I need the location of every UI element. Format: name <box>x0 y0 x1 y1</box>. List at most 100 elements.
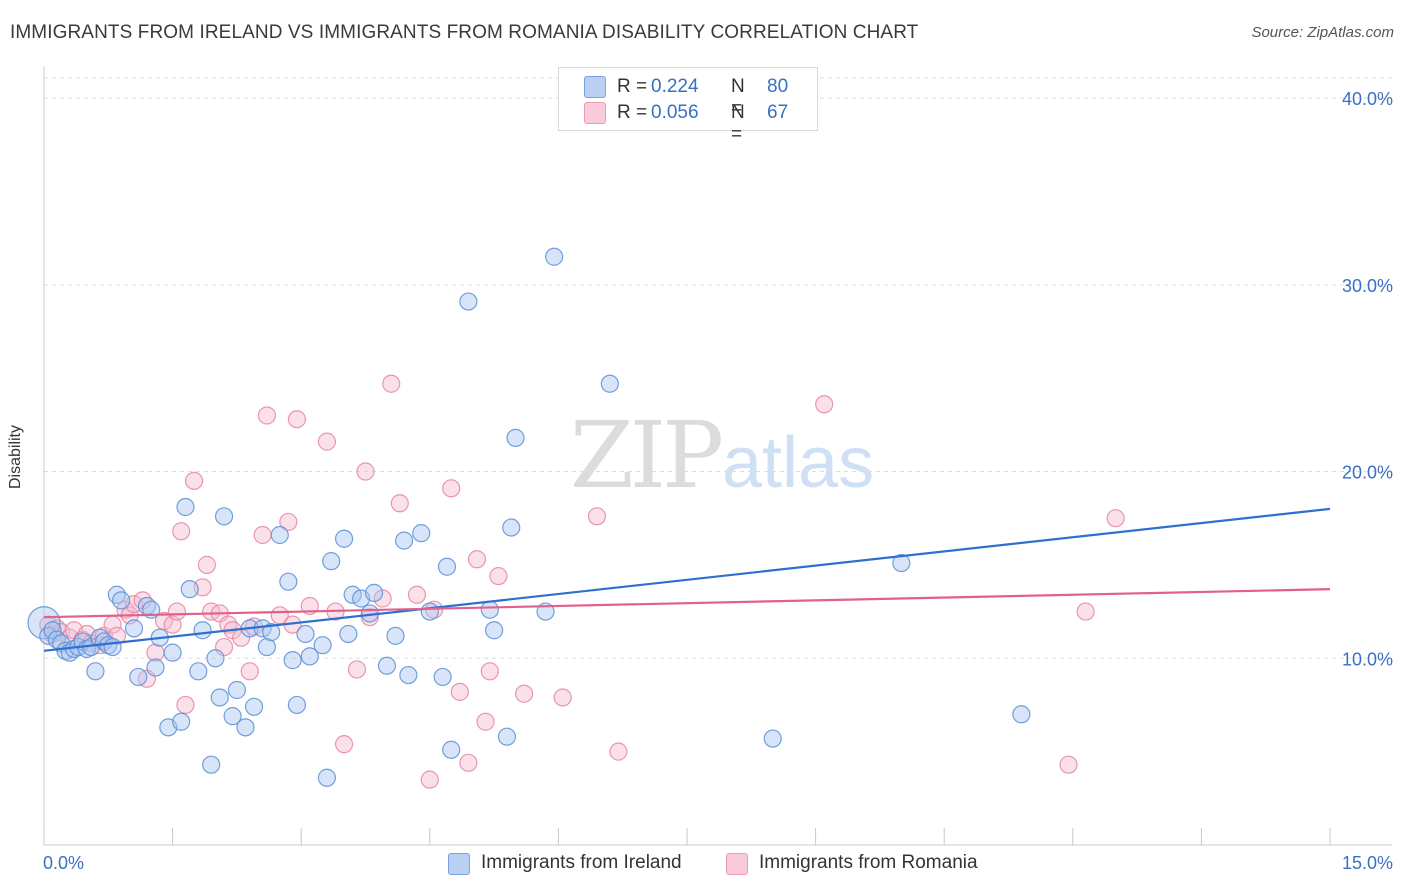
ireland-point <box>180 580 199 599</box>
ireland-point <box>394 531 414 550</box>
ireland-point <box>124 619 144 638</box>
romania-point <box>553 688 572 707</box>
ireland-point <box>210 688 229 707</box>
ireland-swatch <box>448 853 470 875</box>
romania-point <box>420 770 439 789</box>
ireland-point <box>112 591 131 610</box>
ireland-point <box>334 529 354 548</box>
ireland-point <box>420 602 439 621</box>
ireland-point <box>364 583 384 602</box>
r-label: R = <box>617 102 648 123</box>
romania-point <box>356 462 375 481</box>
romania-swatch <box>726 853 748 875</box>
ireland-point <box>189 662 208 681</box>
ireland-point <box>317 768 337 787</box>
romania-swatch <box>584 102 606 124</box>
romania-point <box>480 662 499 681</box>
ireland-trend-line <box>43 507 1331 652</box>
romania-point <box>257 406 277 425</box>
romania-point <box>279 512 298 532</box>
romania-point <box>1059 755 1078 774</box>
ireland-point <box>244 697 264 716</box>
ireland-point <box>600 374 619 393</box>
ireland-point <box>377 656 397 675</box>
romania-point <box>467 550 487 569</box>
romania-point <box>253 525 272 545</box>
ireland-point <box>43 621 62 640</box>
ireland-point <box>296 624 315 644</box>
series-legend: Immigrants from Ireland Immigrants from … <box>0 851 1406 877</box>
y-tick-label: 20.0% <box>1342 463 1393 483</box>
romania-point <box>587 507 607 526</box>
romania-point <box>240 662 259 681</box>
ireland-point <box>300 647 319 666</box>
romania-trend-line <box>43 588 1331 619</box>
romania-point <box>287 410 307 429</box>
ireland-point <box>163 643 182 662</box>
ireland-point <box>399 665 418 685</box>
ireland-point <box>485 621 504 640</box>
source-label: Source: ZipAtlas.com <box>1251 24 1394 41</box>
legend-label-ireland: Immigrants from Ireland <box>481 852 682 873</box>
ireland-point <box>257 637 277 657</box>
ireland-point <box>283 651 302 670</box>
romania-point <box>390 494 409 513</box>
n-label: N = <box>731 102 745 145</box>
ireland-point <box>223 707 242 726</box>
x-tick-label: 15.0% <box>1342 853 1393 873</box>
ireland-point <box>1012 705 1031 724</box>
legend-label-romania: Immigrants from Romania <box>759 852 978 873</box>
romania-point <box>450 682 469 701</box>
r-value: 0.056 <box>651 102 699 123</box>
x-tick-label: 0.0% <box>43 853 84 873</box>
y-tick-label: 10.0% <box>1342 649 1393 669</box>
romania-point <box>442 479 461 498</box>
romania-point <box>489 566 508 586</box>
ireland-point <box>437 557 457 576</box>
gridlines <box>44 77 1392 659</box>
ireland-point <box>506 428 525 447</box>
romania-point <box>476 712 495 731</box>
y-tick-label: 30.0% <box>1342 276 1393 296</box>
watermark-atlas: atlas <box>722 423 874 503</box>
chart-title: IMMIGRANTS FROM IRELAND VS IMMIGRANTS FR… <box>10 22 919 43</box>
ireland-point <box>497 727 517 746</box>
romania-point <box>176 695 195 715</box>
stats-legend: R = 0.224 N = 80 R = 0.056 N = 67 <box>558 67 818 145</box>
ireland-point <box>129 667 148 687</box>
romania-point <box>382 374 401 393</box>
ireland-point <box>892 553 911 573</box>
romania-point <box>317 432 337 451</box>
ireland-point <box>103 637 122 657</box>
romania-point <box>609 742 628 761</box>
ireland-point <box>763 729 782 748</box>
r-value: 0.224 <box>651 76 699 97</box>
y-tick-label: 40.0% <box>1342 89 1393 109</box>
romania-point <box>334 735 354 754</box>
romania-point <box>347 660 367 679</box>
ireland-point <box>322 552 341 571</box>
romania-point <box>515 684 534 703</box>
ireland-point <box>412 524 431 543</box>
ireland-point <box>386 626 405 645</box>
ireland-point <box>227 680 246 700</box>
ireland-point <box>313 636 332 655</box>
romania-point <box>459 753 478 772</box>
ireland-point <box>146 658 165 677</box>
ireland-point <box>27 606 61 640</box>
ireland-point <box>480 600 499 619</box>
romania-point <box>167 602 186 621</box>
ireland-point <box>433 667 452 687</box>
romania-point <box>1106 509 1125 528</box>
ireland-point <box>176 497 195 517</box>
romania-point <box>407 585 427 604</box>
romania-point <box>184 471 204 490</box>
tick-labels: 10.0% 20.0% 30.0% 40.0% 0.0% 15.0% <box>43 89 1393 873</box>
ireland-point <box>206 649 225 668</box>
ireland-point <box>279 572 298 591</box>
ireland-point <box>442 740 461 759</box>
ireland-points <box>27 247 1031 787</box>
ireland-point <box>459 292 478 311</box>
ireland-point <box>545 247 564 266</box>
n-value: 80 <box>767 76 789 97</box>
